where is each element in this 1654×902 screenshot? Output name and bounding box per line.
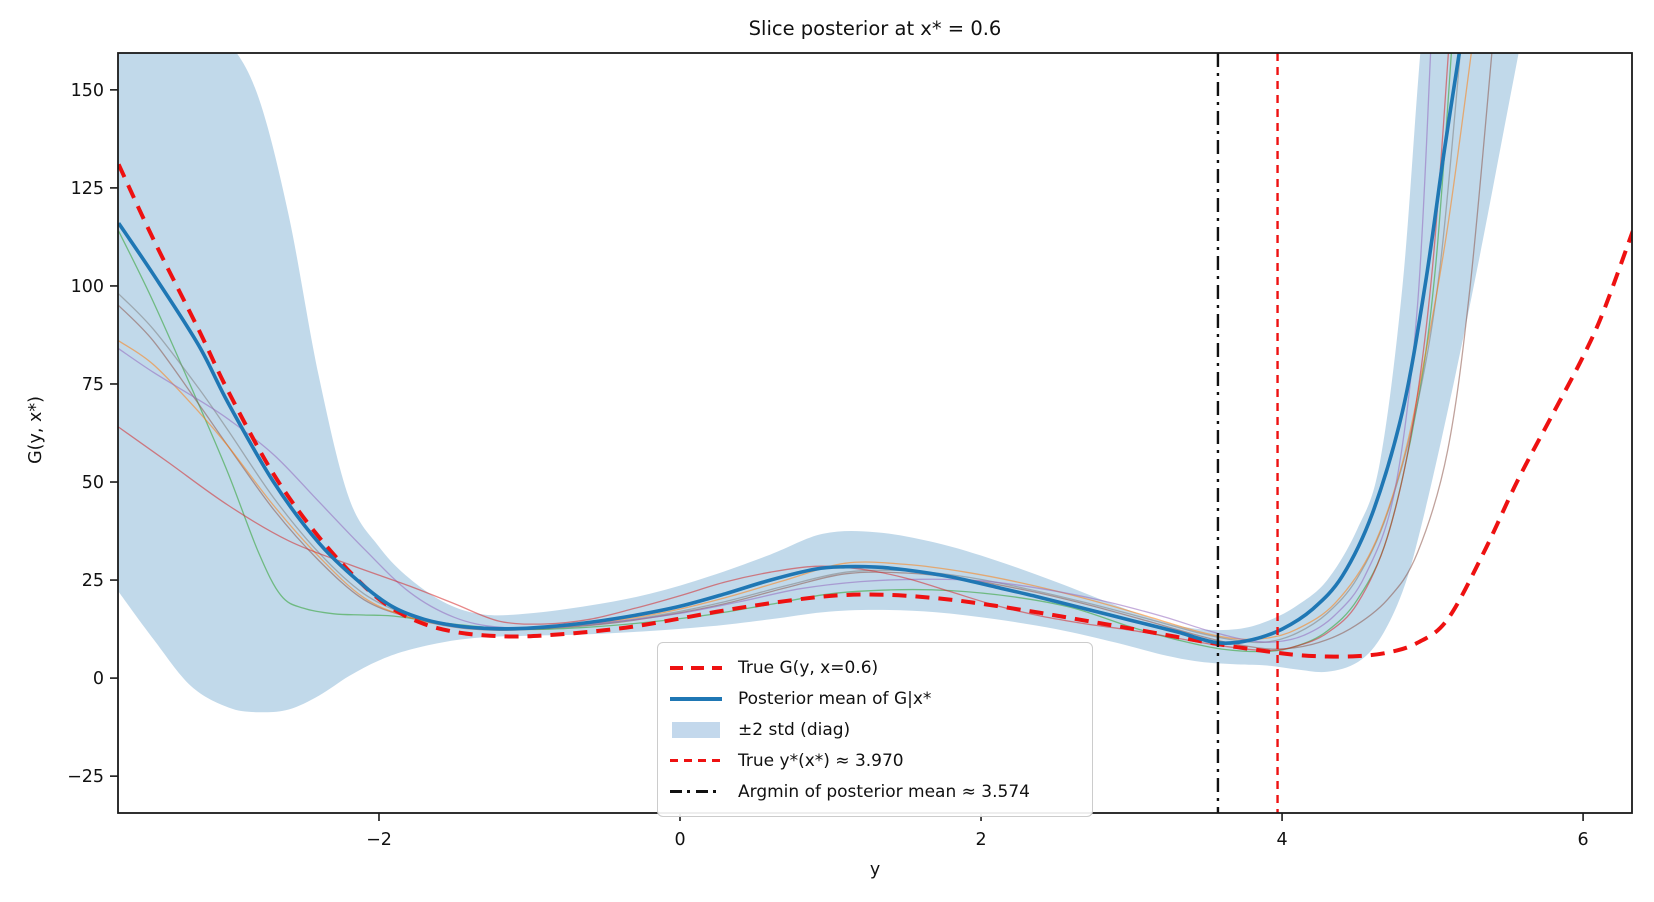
y-axis-label: G(y, x*) (26, 396, 46, 464)
legend-label: True y*(x*) ≈ 3.970 (738, 750, 904, 771)
thin-dashed-red-line-icon (670, 759, 722, 762)
dashdot-black-line-icon (670, 790, 722, 793)
plot-contents (118, 53, 1632, 813)
legend: True G(y, x=0.6) Posterior mean of G|x* … (657, 642, 1093, 817)
curve-posterior-mean (118, 53, 1462, 645)
legend-entry-true-g: True G(y, x=0.6) (670, 652, 1080, 683)
curve-sample-purple (118, 53, 1432, 643)
y-tick-label: 150 (71, 81, 104, 101)
curve-sample-red (118, 53, 1450, 652)
y-tick-label: 100 (71, 277, 104, 297)
chart-title: Slice posterior at x* = 0.6 (748, 17, 1002, 40)
x-tick-label: 4 (1276, 830, 1287, 850)
y-tick-label: 75 (82, 375, 104, 395)
legend-label: ±2 std (diag) (738, 719, 851, 740)
legend-label: Argmin of posterior mean ≈ 3.574 (738, 781, 1030, 802)
solid-blue-line-icon (670, 696, 722, 701)
legend-entry-band: ±2 std (diag) (670, 714, 1080, 745)
uncertainty-band (118, 53, 1519, 713)
dashed-red-line-icon (670, 665, 722, 670)
curve-sample-gray (118, 53, 1461, 644)
x-tick-label: 0 (674, 830, 685, 850)
y-tick-label: −25 (67, 767, 104, 787)
y-tick-label: 25 (82, 571, 104, 591)
x-tick-label: −2 (366, 830, 392, 850)
x-axis-label: y (869, 860, 881, 880)
legend-label: True G(y, x=0.6) (738, 657, 879, 678)
legend-entry-true-optimum: True y*(x*) ≈ 3.970 (670, 745, 1080, 776)
legend-label: Posterior mean of G|x* (738, 688, 932, 709)
legend-entry-posterior-mean: Posterior mean of G|x* (670, 683, 1080, 714)
y-tick-label: 125 (71, 179, 104, 199)
legend-entry-argmin: Argmin of posterior mean ≈ 3.574 (670, 776, 1080, 807)
x-tick-label: 2 (975, 830, 986, 850)
curve-sample-orange (118, 53, 1472, 641)
y-tick-label: 50 (82, 473, 104, 493)
curve-sample-green (118, 53, 1453, 653)
y-tick-label: 0 (93, 669, 104, 689)
x-tick-label: 6 (1578, 830, 1589, 850)
band-patch-icon (670, 721, 722, 738)
axis-ticks: −2 0 2 4 6 −25 0 25 50 75 100 125 150 (67, 81, 1589, 850)
curve-sample-brown (118, 53, 1493, 650)
